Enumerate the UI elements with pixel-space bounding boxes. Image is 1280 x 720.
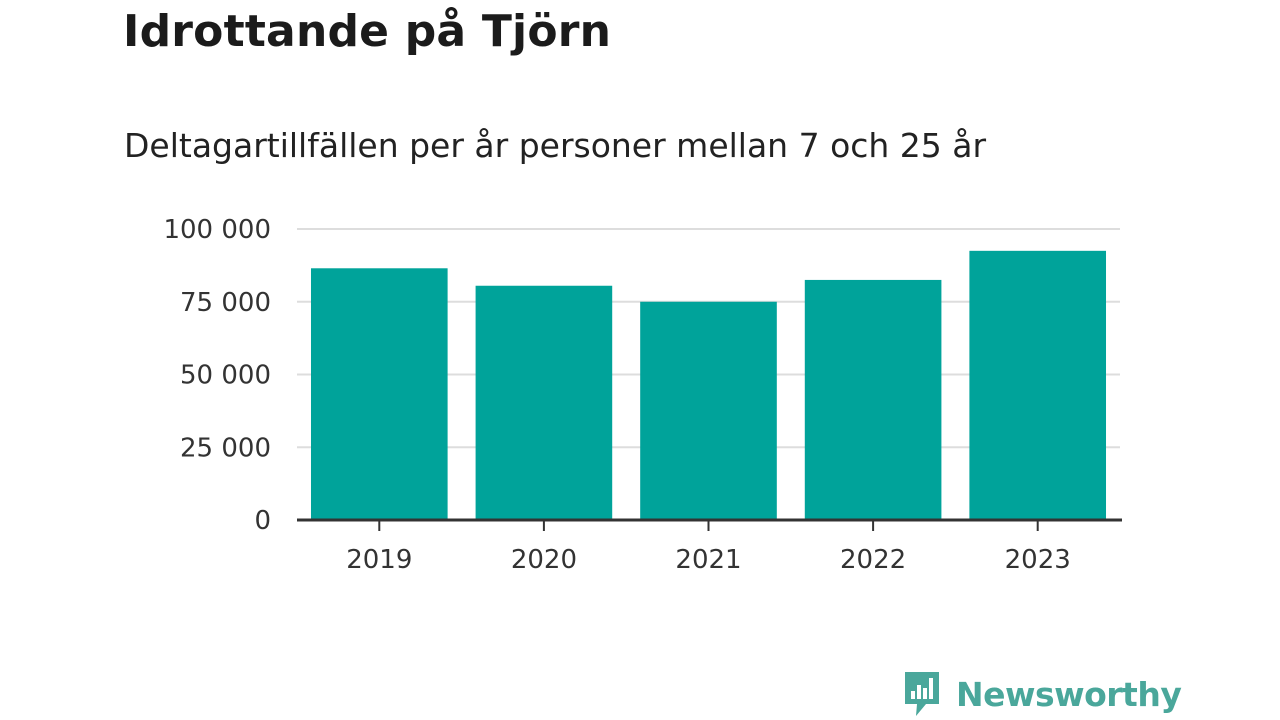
brand-logo: Newsworthy (902, 670, 1182, 718)
x-tick-label: 2020 (511, 545, 577, 575)
bar (804, 279, 942, 520)
tick-labels: 0 25 000 50 000 75 000 100 000 2019 2020 2021 20… (163, 215, 1070, 575)
y-tick-label: 50 000 (180, 361, 271, 391)
x-tick-label: 2021 (675, 545, 741, 575)
x-tick-label: 2022 (840, 545, 906, 575)
axes (297, 518, 1122, 531)
y-tick-label: 0 (254, 506, 271, 536)
bar (640, 301, 777, 520)
x-tick-label: 2023 (1005, 545, 1071, 575)
y-tick-label: 100 000 (163, 215, 271, 245)
x-tick-label: 2019 (346, 545, 412, 575)
bar (969, 250, 1107, 520)
bar (475, 285, 613, 520)
newsworthy-logo-icon (905, 672, 939, 716)
chart-title: Idrottande på Tjörn (123, 6, 612, 57)
bar (310, 268, 448, 520)
y-tick-label: 75 000 (180, 288, 271, 318)
y-tick-label: 25 000 (180, 433, 271, 463)
chart-subtitle: Deltagartillfällen per år personer mella… (124, 126, 987, 165)
brand-name: Newsworthy (956, 674, 1182, 714)
bars (310, 250, 1107, 520)
